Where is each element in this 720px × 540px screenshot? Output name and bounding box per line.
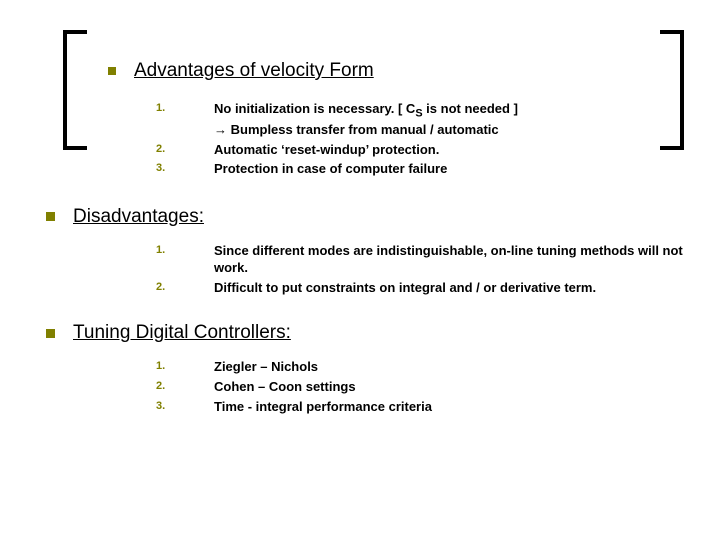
item-text: Difficult to put constraints on integral… (214, 279, 684, 297)
list-item: 1. Since different modes are indistingui… (156, 242, 684, 277)
item-text: No initialization is necessary. [ CS is … (214, 100, 684, 139)
bullet-icon (46, 329, 55, 338)
item-text: Automatic ‘reset-windup’ protection. (214, 141, 684, 159)
item-number: 2. (156, 279, 214, 293)
list-item: 1. Ziegler – Nichols (156, 358, 684, 376)
item-text: Cohen – Coon settings (214, 378, 684, 396)
list-item: 2. Difficult to put constraints on integ… (156, 279, 684, 297)
item-number: 2. (156, 378, 214, 392)
list-item: 2. Automatic ‘reset-windup’ protection. (156, 141, 684, 159)
section-advantages: Advantages of velocity Form 1. No initia… (46, 60, 684, 178)
section-disadvantages: Disadvantages: 1. Since different modes … (46, 206, 684, 297)
heading-tuning: Tuning Digital Controllers: (46, 322, 684, 344)
item-number: 1. (156, 358, 214, 372)
heading-text: Disadvantages: (73, 206, 204, 228)
item-number: 3. (156, 160, 214, 174)
heading-disadvantages: Disadvantages: (46, 206, 684, 228)
list-item: 1. No initialization is necessary. [ CS … (156, 100, 684, 139)
heading-advantages: Advantages of velocity Form (108, 60, 684, 82)
section-tuning: Tuning Digital Controllers: 1. Ziegler –… (46, 322, 684, 415)
heading-text: Advantages of velocity Form (134, 60, 374, 82)
list-advantages: 1. No initialization is necessary. [ CS … (156, 100, 684, 178)
item-text: Since different modes are indistinguisha… (214, 242, 684, 277)
item-number: 1. (156, 100, 214, 114)
item-number: 1. (156, 242, 214, 256)
list-item: 3. Protection in case of computer failur… (156, 160, 684, 178)
item-text: Ziegler – Nichols (214, 358, 684, 376)
list-item: 3. Time - integral performance criteria (156, 398, 684, 416)
item-text: Protection in case of computer failure (214, 160, 684, 178)
bullet-icon (46, 212, 55, 221)
item-text: Time - integral performance criteria (214, 398, 684, 416)
heading-text: Tuning Digital Controllers: (73, 322, 291, 344)
slide-content: Advantages of velocity Form 1. No initia… (46, 60, 684, 441)
list-tuning: 1. Ziegler – Nichols 2. Cohen – Coon set… (156, 358, 684, 415)
item-number: 2. (156, 141, 214, 155)
list-item: 2. Cohen – Coon settings (156, 378, 684, 396)
list-disadvantages: 1. Since different modes are indistingui… (156, 242, 684, 297)
bullet-icon (108, 67, 116, 75)
item-number: 3. (156, 398, 214, 412)
